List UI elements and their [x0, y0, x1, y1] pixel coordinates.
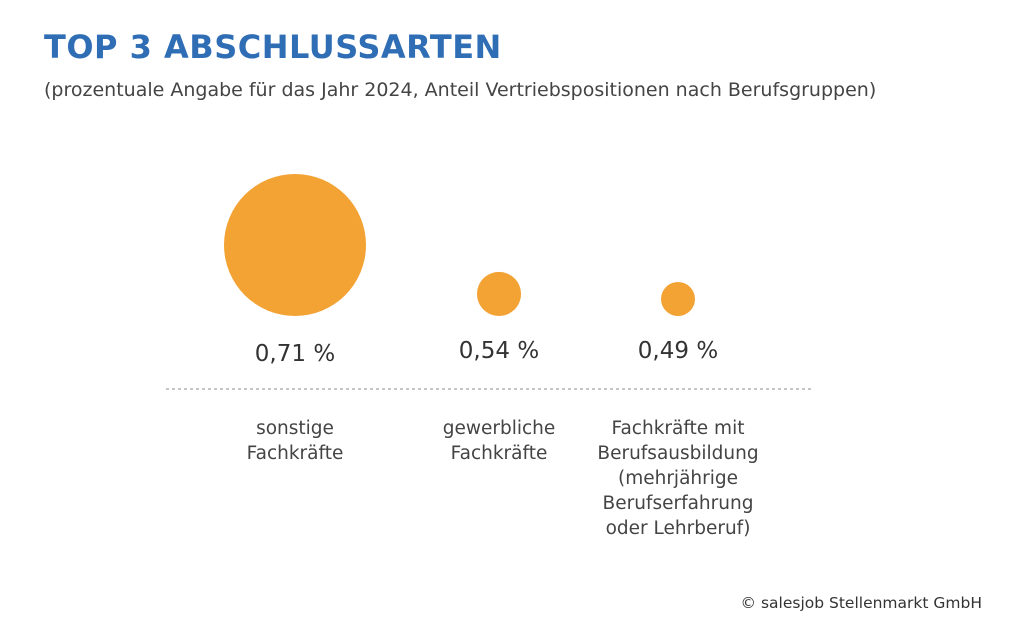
- category-label-3: Fachkräfte mit Berufsausbildung (mehrjähri…: [568, 416, 788, 541]
- category-label-line: (mehrjährige: [617, 468, 739, 489]
- value-label-2: 0,54 %: [459, 338, 539, 364]
- bubble-2: [476, 271, 522, 316]
- category-label-line: Fachkräfte mit: [611, 418, 745, 439]
- category-label-line: Fachkräfte: [450, 443, 548, 464]
- category-label-1: sonstige Fachkräfte: [185, 416, 405, 466]
- value-label-1: 0,71 %: [255, 341, 335, 367]
- category-label-line: Berufserfahrung: [602, 493, 754, 514]
- bubble-1: [224, 174, 366, 316]
- category-label-line: gewerbliche: [442, 418, 556, 439]
- chart-subtitle: (prozentuale Angabe für das Jahr 2024, A…: [44, 79, 877, 101]
- category-label-2: gewerbliche Fachkräfte: [389, 416, 609, 466]
- bubble-3: [661, 282, 695, 316]
- category-label-line: Fachkräfte: [246, 443, 344, 464]
- chart-title: TOP 3 ABSCHLUSSARTEN: [44, 28, 502, 66]
- category-label-line: Berufsausbildung: [597, 443, 759, 464]
- category-label-line: sonstige: [256, 418, 334, 439]
- copyright-notice: © salesjob Stellenmarkt GmbH: [740, 594, 982, 612]
- category-label-line: oder Lehrberuf): [605, 518, 751, 539]
- value-label-3: 0,49 %: [638, 338, 718, 364]
